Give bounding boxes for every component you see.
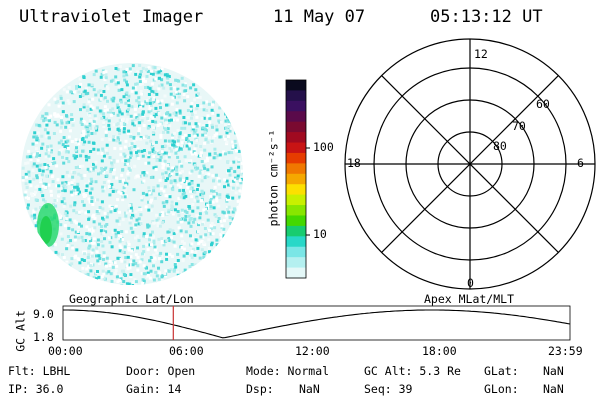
colorbar-band xyxy=(286,225,306,237)
polar-ring-label-80: 80 xyxy=(493,139,507,153)
info-glon-value: NaN xyxy=(543,382,564,396)
colorbar-band xyxy=(286,173,306,185)
polar-ring-label-70: 70 xyxy=(512,119,526,133)
info-dsp-label: Dsp: xyxy=(246,382,274,396)
timeline-xtick-1: 06:00 xyxy=(169,344,204,358)
info-glon-label: GLon: xyxy=(484,382,519,396)
colorbar-band xyxy=(286,100,306,112)
info-seq: Seq: 39 xyxy=(364,382,413,396)
colorbar-band xyxy=(286,121,306,133)
colorbar-band xyxy=(286,142,306,154)
polar-ring-label-60: 60 xyxy=(536,97,550,111)
info-door: Door: Open xyxy=(126,364,196,378)
timeline-xtick-3: 18:00 xyxy=(422,344,457,358)
info-filter: Flt: LBHL xyxy=(8,364,71,378)
polar-label-18: 18 xyxy=(347,156,361,170)
colorbar-tick-label-10: 10 xyxy=(313,227,327,241)
polar-diagonal-2 xyxy=(381,75,559,253)
timeline-xtick-0: 00:00 xyxy=(48,344,83,358)
colorbar-band xyxy=(286,90,306,102)
info-gc-alt: GC Alt: 5.3 Re xyxy=(364,364,461,378)
colorbar-band xyxy=(286,267,306,279)
colorbar-band xyxy=(286,194,306,206)
date-label: 11 May 07 xyxy=(273,7,366,27)
colorbar-band xyxy=(286,152,306,164)
altitude-curve xyxy=(63,309,571,339)
colorbar-tick-label-100: 100 xyxy=(313,140,334,154)
info-gain: Gain: 14 xyxy=(126,382,182,396)
polar-label-12: 12 xyxy=(474,47,488,61)
timeline-left-label: Geographic Lat/Lon xyxy=(69,292,194,306)
info-dsp-value: NaN xyxy=(299,382,320,396)
time-label: 05:13:12 UT xyxy=(430,7,543,27)
colorbar-band xyxy=(286,132,306,144)
colorbar-band xyxy=(286,184,306,196)
timeline-ytick-9: 9.0 xyxy=(33,307,54,321)
colorbar-band xyxy=(286,236,306,248)
timeline-ytick-1-8: 1.8 xyxy=(33,330,54,344)
aurora-spot xyxy=(37,203,59,247)
colorbar-band xyxy=(286,80,306,92)
info-mode: Mode: Normal xyxy=(246,364,330,378)
info-glat-label: GLat: xyxy=(484,364,519,378)
timeline-frame xyxy=(62,305,571,341)
imager-speckles xyxy=(21,64,243,285)
colorbar-band xyxy=(286,111,306,123)
colorbar-gradient xyxy=(286,80,306,279)
polar-label-0: 0 xyxy=(467,276,474,290)
polar-label-6: 6 xyxy=(577,156,584,170)
colorbar-band xyxy=(286,215,306,227)
timeline-xtick-2: 12:00 xyxy=(295,344,330,358)
colorbar-band xyxy=(286,205,306,217)
info-ip: IP: 36.0 xyxy=(8,382,64,396)
colorbar-band xyxy=(286,163,306,175)
timeline-xtick-4: 23:59 xyxy=(548,344,583,358)
colorbar-band xyxy=(286,257,306,269)
window-title: Ultraviolet Imager xyxy=(19,7,204,27)
colorbar-band xyxy=(286,246,306,258)
info-glat-value: NaN xyxy=(543,364,564,378)
timeline-right-label: Apex MLat/MLT xyxy=(424,292,515,306)
